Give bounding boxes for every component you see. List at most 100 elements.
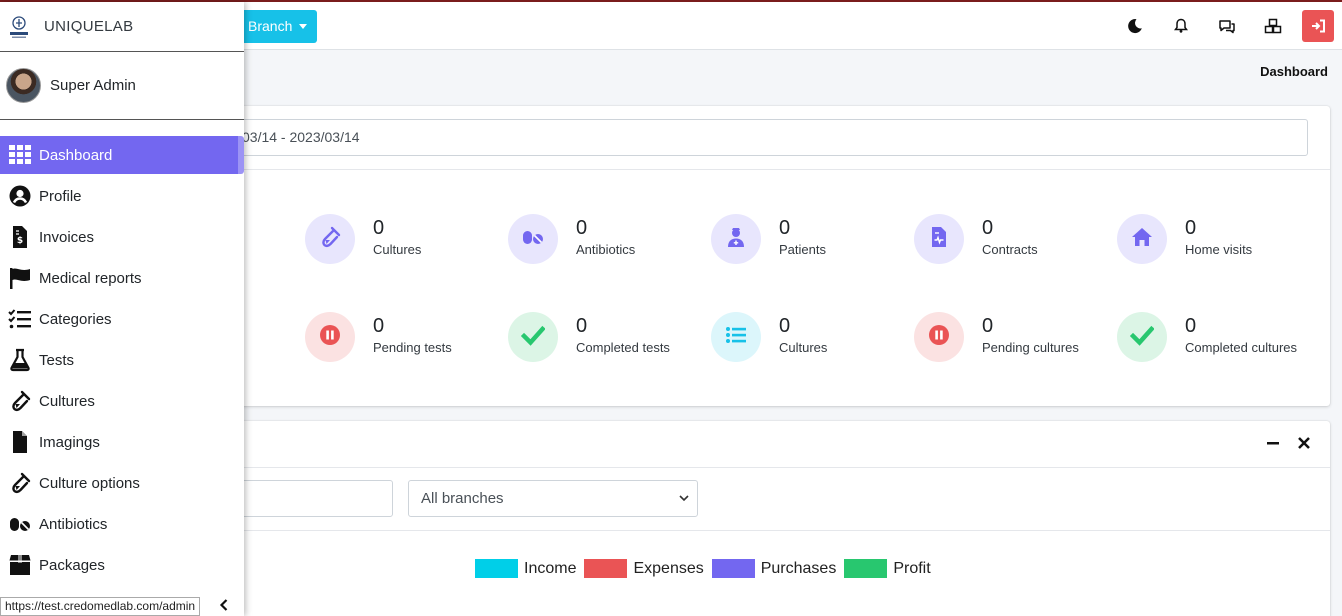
stat-text: 0 Completed tests bbox=[576, 312, 670, 355]
stat-icon-circle bbox=[305, 214, 355, 264]
legend-item-purchases[interactable]: Purchases bbox=[711, 559, 837, 578]
svg-text:$: $ bbox=[17, 236, 23, 246]
stat-label: Contracts bbox=[982, 242, 1038, 257]
sidebar-item-label: Profile bbox=[39, 187, 82, 205]
pills-icon bbox=[521, 225, 545, 254]
stat-value: 0 bbox=[373, 217, 385, 239]
sidebar: UNIQUELAB Super Admin Dashboard Profile $ I… bbox=[0, 2, 244, 616]
sidebar-item-dashboard[interactable]: Dashboard bbox=[0, 136, 244, 174]
stat-pending-tests[interactable]: 0 Pending tests bbox=[305, 312, 452, 362]
moon-icon bbox=[1128, 19, 1142, 34]
sidebar-item-label: Categories bbox=[39, 310, 112, 328]
comments-icon bbox=[1219, 20, 1235, 34]
date-range-input[interactable]: 03/14 - 2023/03/14 bbox=[222, 119, 1308, 156]
legend-label: Purchases bbox=[760, 559, 837, 577]
sidebar-menu: Dashboard Profile $ Invoices Medical reports… bbox=[0, 136, 244, 584]
remove-card-button[interactable] bbox=[1296, 435, 1312, 451]
stat-contracts[interactable]: 0 Contracts bbox=[914, 214, 1038, 264]
stat-text: 0 Patients bbox=[779, 214, 826, 257]
sidebar-item-label: Dashboard bbox=[39, 146, 113, 164]
stat-icon-circle bbox=[1117, 312, 1167, 362]
stat-patients[interactable]: 0 Patients bbox=[711, 214, 826, 264]
sidebar-item-culture-options[interactable]: Culture options bbox=[0, 464, 244, 502]
sidebar-item-antibiotics[interactable]: Antibiotics bbox=[0, 505, 244, 543]
stat-value: 0 bbox=[982, 217, 994, 239]
navbar-actions bbox=[1112, 10, 1334, 42]
legend-label: Income bbox=[524, 559, 577, 577]
stat-icon-circle bbox=[508, 312, 558, 362]
list-icon bbox=[724, 323, 748, 352]
legend-item-income[interactable]: Income bbox=[475, 559, 576, 578]
test-tube-icon bbox=[8, 389, 32, 413]
sidebar-item-profile[interactable]: Profile bbox=[0, 177, 244, 215]
user-name: Super Admin bbox=[50, 77, 136, 94]
stat-label: Pending tests bbox=[373, 340, 452, 355]
stat-icon-circle bbox=[711, 214, 761, 264]
status-bar-url: https://test.credomedlab.com/admin bbox=[0, 597, 201, 616]
user-panel[interactable]: Super Admin bbox=[0, 52, 244, 120]
apps-button[interactable] bbox=[1250, 10, 1296, 42]
branch-dropdown-button[interactable]: Branch bbox=[236, 10, 318, 43]
home-icon bbox=[1130, 225, 1154, 254]
branch-select[interactable]: All branches bbox=[408, 480, 698, 517]
stat-label: Patients bbox=[779, 242, 826, 257]
sidebar-item-imagings[interactable]: Imagings bbox=[0, 423, 244, 461]
stat-value: 0 bbox=[1185, 217, 1197, 239]
sidebar-item-cultures[interactable]: Cultures bbox=[0, 382, 244, 420]
chart-card-header bbox=[200, 421, 1330, 468]
logout-button[interactable] bbox=[1302, 10, 1334, 42]
stat-label: Pending cultures bbox=[982, 340, 1079, 355]
stat-cultures[interactable]: 0 Cultures bbox=[711, 312, 827, 362]
breadcrumb[interactable]: Dashboard bbox=[1260, 64, 1328, 79]
sidebar-item-tests[interactable]: Tests bbox=[0, 341, 244, 379]
branch-select-value: All branches bbox=[421, 490, 504, 507]
file-icon bbox=[8, 430, 32, 454]
notifications-button[interactable] bbox=[1158, 10, 1204, 42]
stat-icon-circle bbox=[1117, 214, 1167, 264]
branch-label: Branch bbox=[248, 18, 293, 34]
sidebar-item-invoices[interactable]: $ Invoices bbox=[0, 218, 244, 256]
messages-button[interactable] bbox=[1204, 10, 1250, 42]
sidebar-item-label: Medical reports bbox=[39, 269, 142, 287]
pause-circle-icon bbox=[927, 323, 951, 352]
user-circle-icon bbox=[8, 184, 32, 208]
sidebar-item-label: Tests bbox=[39, 351, 75, 369]
collapse-card-button[interactable] bbox=[1265, 435, 1281, 451]
stat-label: Cultures bbox=[373, 242, 422, 257]
test-tube-icon bbox=[318, 225, 342, 254]
stat-completed-tests[interactable]: 0 Completed tests bbox=[508, 312, 670, 362]
stat-antibiotics[interactable]: 0 Antibiotics bbox=[508, 214, 635, 264]
sidebar-item-label: Invoices bbox=[39, 228, 95, 246]
sidebar-item-medical-reports[interactable]: Medical reports bbox=[0, 259, 244, 297]
stat-value: 0 bbox=[779, 217, 791, 239]
flag-icon bbox=[8, 266, 32, 290]
stats-card: 03/14 - 2023/03/14 0 Cultures 0 Antibiotics… bbox=[200, 106, 1330, 406]
check-icon bbox=[1129, 323, 1155, 352]
test-tube-icon bbox=[8, 471, 32, 495]
check-icon bbox=[520, 323, 546, 352]
sidebar-item-packages[interactable]: Packages bbox=[0, 546, 244, 584]
sidebar-brand[interactable]: UNIQUELAB bbox=[0, 2, 244, 52]
legend-item-expenses[interactable]: Expenses bbox=[584, 559, 704, 578]
stat-cultures[interactable]: 0 Cultures bbox=[305, 214, 421, 264]
legend-item-profit[interactable]: Profit bbox=[844, 559, 931, 578]
avatar bbox=[6, 68, 41, 103]
stat-text: 0 Pending cultures bbox=[982, 312, 1079, 355]
legend-swatch bbox=[475, 559, 518, 578]
stat-completed-cultures[interactable]: 0 Completed cultures bbox=[1117, 312, 1297, 362]
stat-text: 0 Completed cultures bbox=[1185, 312, 1297, 355]
caret-down-icon bbox=[299, 24, 308, 29]
stat-home-visits[interactable]: 0 Home visits bbox=[1117, 214, 1252, 264]
legend-swatch bbox=[584, 559, 628, 578]
stat-text: 0 Pending tests bbox=[373, 312, 452, 355]
sidebar-item-label: Packages bbox=[39, 556, 105, 574]
sidebar-item-categories[interactable]: Categories bbox=[0, 300, 244, 338]
stat-icon-circle bbox=[914, 312, 964, 362]
sidebar-collapse-button[interactable] bbox=[218, 598, 230, 616]
sidebar-item-label: Antibiotics bbox=[39, 515, 108, 533]
sidebar-item-label: Imagings bbox=[39, 433, 100, 451]
dark-mode-toggle[interactable] bbox=[1112, 10, 1158, 42]
date-filter-row: 03/14 - 2023/03/14 bbox=[200, 106, 1330, 170]
stat-pending-cultures[interactable]: 0 Pending cultures bbox=[914, 312, 1079, 362]
file-medical-icon bbox=[927, 225, 951, 254]
